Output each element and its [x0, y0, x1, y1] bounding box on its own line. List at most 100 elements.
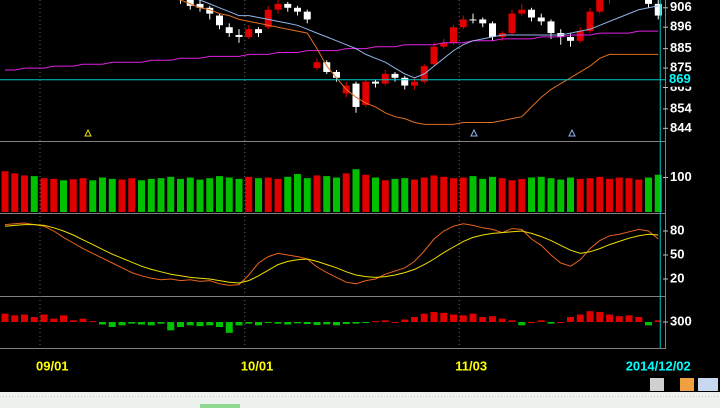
macd-bar — [479, 317, 487, 322]
candle-body — [352, 83, 360, 107]
y-tick-label: 854 — [670, 100, 692, 115]
candle-body — [235, 35, 243, 37]
panel — [1, 311, 662, 333]
macd-bar — [186, 322, 194, 326]
volume-bar — [255, 178, 262, 212]
volume-bar — [342, 173, 350, 212]
macd-bar — [108, 322, 116, 327]
candle-body — [489, 23, 496, 37]
macd-bar — [576, 314, 584, 322]
volume-bar — [411, 179, 418, 212]
macd-bar — [586, 311, 594, 322]
y-tick-label: 80 — [670, 222, 684, 237]
panel — [5, 0, 662, 125]
macd-bar — [518, 322, 526, 326]
signal-marker — [84, 128, 92, 137]
signal-marker — [470, 128, 478, 137]
volume-bar — [420, 177, 428, 212]
volume-bar — [528, 177, 535, 212]
volume-bar — [576, 178, 584, 212]
cursor-label-bg — [667, 72, 720, 87]
candle-body — [596, 0, 604, 12]
macd-bar — [11, 315, 19, 322]
volume-bar — [381, 180, 389, 212]
volume-bar — [216, 176, 223, 212]
volume-bar — [147, 178, 155, 212]
volume-bar — [401, 178, 409, 212]
x-tick-label: 09/01 — [36, 358, 69, 373]
macd-bar — [401, 319, 409, 322]
macd-bar — [411, 317, 418, 322]
macd-bar — [255, 322, 262, 326]
status-tab[interactable] — [200, 404, 240, 408]
macd-bar — [567, 317, 574, 322]
volume-bar — [294, 174, 301, 212]
volume-bar — [303, 178, 311, 212]
macd-bar — [645, 322, 652, 326]
macd-bar — [654, 320, 662, 322]
candle-body — [440, 42, 448, 47]
macd-bar — [157, 322, 165, 324]
macd-bar — [615, 316, 623, 322]
volume-bar — [40, 178, 48, 212]
volume-bar — [586, 178, 594, 212]
macd-bar — [30, 317, 38, 322]
candle-body — [274, 3, 282, 10]
volume-bar — [547, 178, 555, 212]
moving-average — [177, 0, 659, 125]
macd-bar — [528, 322, 535, 323]
candle-body — [216, 15, 223, 26]
volume-bar — [108, 178, 116, 212]
volume-bar — [196, 179, 204, 212]
scroll-button[interactable] — [650, 378, 664, 391]
volume-bar — [606, 178, 613, 212]
signal-marker — [568, 128, 576, 137]
volume-bar — [284, 176, 292, 212]
candle-body — [294, 7, 301, 12]
candle-body — [576, 31, 584, 41]
macd-bar — [342, 322, 350, 324]
macd-bar — [469, 313, 477, 322]
macd-bar — [420, 313, 428, 322]
moving-average — [197, 0, 659, 79]
volume-bar — [625, 178, 633, 212]
volume-bar — [430, 175, 438, 212]
volume-bar — [313, 175, 321, 212]
macd-bar — [147, 322, 155, 326]
toolbar-button[interactable] — [698, 378, 718, 391]
candle-body — [381, 73, 389, 84]
macd-bar — [60, 315, 67, 322]
y-tick-label: 896 — [670, 19, 692, 34]
volume-bar — [30, 176, 38, 212]
macd-bar — [99, 322, 106, 325]
macd-bar — [625, 315, 633, 322]
candle-body — [303, 11, 311, 20]
volume-bar — [138, 180, 145, 212]
panel-borders — [0, 0, 666, 349]
volume-bar — [235, 178, 243, 212]
volume-bar — [654, 174, 662, 212]
volume-bar — [128, 178, 136, 212]
macd-bar — [303, 322, 311, 324]
candle-body — [186, 0, 194, 6]
candle-body — [264, 9, 272, 28]
macd-bar — [606, 314, 613, 322]
macd-bar — [50, 318, 58, 322]
volume-bar — [615, 177, 623, 212]
macd-bar — [313, 322, 321, 325]
candle-body — [450, 27, 457, 43]
plot-layer: 90689688587586585484486910080502030009/0… — [0, 0, 720, 374]
x-tick-label: 2014/12/02 — [626, 358, 691, 373]
toolbar-button[interactable] — [680, 378, 694, 391]
y-tick-label: 50 — [670, 246, 684, 261]
macd-bar — [450, 314, 457, 322]
macd-bar — [294, 322, 301, 324]
panel — [1, 169, 662, 212]
cursor-label: 869 — [669, 71, 691, 86]
candle-body — [518, 9, 526, 14]
candle-body — [196, 3, 204, 8]
macd-bar — [362, 322, 370, 323]
candle-body — [362, 81, 370, 105]
macd-bar — [498, 318, 506, 322]
y-tick-label: 300 — [670, 313, 692, 328]
